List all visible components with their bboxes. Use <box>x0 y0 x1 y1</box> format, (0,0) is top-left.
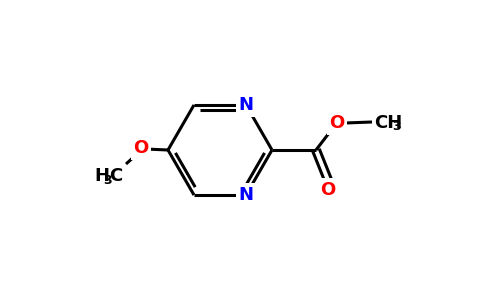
Text: O: O <box>134 139 149 157</box>
Text: 3: 3 <box>392 121 401 134</box>
Text: C: C <box>109 167 122 185</box>
Text: H: H <box>94 167 109 185</box>
Text: CH: CH <box>374 114 402 132</box>
Text: O: O <box>330 114 345 132</box>
Text: O: O <box>320 181 335 199</box>
Text: N: N <box>239 96 254 114</box>
Text: N: N <box>239 186 254 204</box>
Text: 3: 3 <box>103 175 112 188</box>
